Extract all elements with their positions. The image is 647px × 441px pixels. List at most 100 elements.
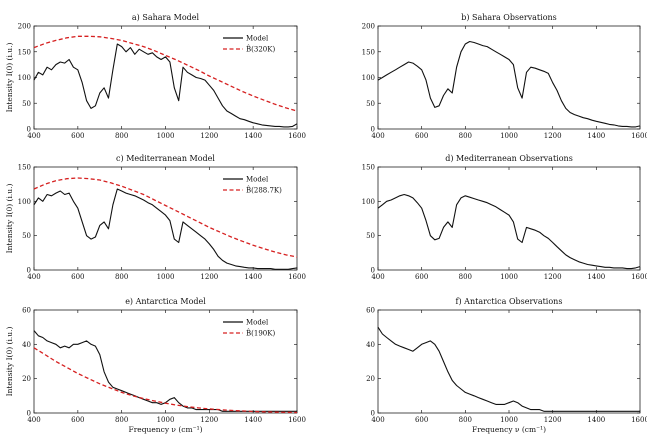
panel-d: d) Mediterranean Observations 400 600 800 10… xyxy=(362,154,647,281)
x-tick-label: 400 xyxy=(27,273,40,281)
x-axis-label: Frequency ν (cm⁻¹) xyxy=(472,425,546,434)
x-tick-label: 800 xyxy=(115,273,128,281)
x-tick-label: 1400 xyxy=(244,132,262,140)
legend: Model B̂(320K) xyxy=(219,30,293,56)
y-tick-label: 100 xyxy=(18,74,31,82)
x-tick-label: 600 xyxy=(71,416,84,424)
x-tick-label: 1600 xyxy=(631,132,647,140)
y-tick-label: 40 xyxy=(366,341,375,349)
x-tick-label: 1400 xyxy=(244,273,262,281)
panel-title: b) Sahara Observations xyxy=(461,13,557,22)
y-tick-label: 40 xyxy=(22,341,31,349)
x-tick-label: 1200 xyxy=(544,132,562,140)
axes-frame xyxy=(377,166,641,271)
x-tick-label: 1000 xyxy=(157,132,175,140)
x-tick-label: 600 xyxy=(71,132,84,140)
x-tick-label: 600 xyxy=(415,273,428,281)
x-tick-label: 1000 xyxy=(500,273,518,281)
x-tick-label: 1000 xyxy=(500,132,518,140)
y-tick-label: 0 xyxy=(371,126,375,134)
y-tick-label: 150 xyxy=(362,164,375,172)
y-tick-label: 150 xyxy=(362,48,375,56)
x-tick-label: 600 xyxy=(415,132,428,140)
axes-frame xyxy=(377,25,641,130)
spectrum-line xyxy=(377,40,641,128)
y-tick-label: 20 xyxy=(22,375,31,383)
y-axis-label: Intensity I(0) (i.u.) xyxy=(5,327,14,397)
spectrum-line xyxy=(377,193,641,270)
legend: Model B̂(190K) xyxy=(219,314,293,340)
legend-label: B̂(288.7K) xyxy=(246,186,282,194)
legend-box xyxy=(219,30,293,56)
legend-label: Model xyxy=(246,35,269,43)
x-tick-label: 1200 xyxy=(544,416,562,424)
x-tick-label: 600 xyxy=(71,273,84,281)
x-tick-label: 1200 xyxy=(200,416,218,424)
x-tick-label: 1600 xyxy=(288,416,306,424)
y-tick-label: 0 xyxy=(371,410,375,418)
planck-curve-line xyxy=(33,347,298,414)
y-tick-label: 50 xyxy=(22,100,31,108)
panel-title: f) Antarctica Observations xyxy=(456,297,563,306)
x-tick-label: 600 xyxy=(415,416,428,424)
legend-label: B̂(320K) xyxy=(246,45,275,53)
spectrum-line xyxy=(33,188,298,270)
x-tick-label: 800 xyxy=(459,416,472,424)
x-tick-label: 800 xyxy=(115,132,128,140)
spectrum-line xyxy=(33,43,298,128)
x-tick-label: 1200 xyxy=(544,273,562,281)
y-tick-label: 200 xyxy=(362,23,375,31)
y-axis-label: Intensity I(0) (i.u.) xyxy=(5,184,14,254)
x-tick-label: 800 xyxy=(459,273,472,281)
legend: Model B̂(288.7K) xyxy=(219,171,293,197)
x-tick-label: 800 xyxy=(115,416,128,424)
y-tick-label: 60 xyxy=(366,307,375,315)
x-tick-label: 400 xyxy=(27,416,40,424)
legend-label: Model xyxy=(246,319,269,327)
legend-box xyxy=(219,314,293,340)
x-axis-label: Frequency ν (cm⁻¹) xyxy=(128,425,202,434)
y-tick-label: 0 xyxy=(371,267,375,275)
panel-title: e) Antarctica Model xyxy=(125,297,206,306)
legend-label: Model xyxy=(246,176,269,184)
y-tick-label: 150 xyxy=(18,164,31,172)
y-tick-label: 150 xyxy=(18,48,31,56)
y-tick-label: 60 xyxy=(22,307,31,315)
y-tick-label: 0 xyxy=(27,267,31,275)
x-tick-label: 1000 xyxy=(500,416,518,424)
y-tick-label: 100 xyxy=(18,198,31,206)
x-tick-label: 1600 xyxy=(631,273,647,281)
x-tick-label: 1200 xyxy=(200,273,218,281)
x-tick-label: 1400 xyxy=(587,273,605,281)
x-tick-label: 1200 xyxy=(200,132,218,140)
x-tick-label: 1400 xyxy=(587,132,605,140)
legend-label: B̂(190K) xyxy=(246,329,275,337)
x-tick-label: 1000 xyxy=(157,273,175,281)
planck-curve-line xyxy=(33,177,298,258)
y-tick-label: 50 xyxy=(22,232,31,240)
y-tick-label: 0 xyxy=(27,410,31,418)
x-tick-label: 400 xyxy=(371,132,384,140)
y-tick-label: 100 xyxy=(362,74,375,82)
y-tick-label: 200 xyxy=(18,23,31,31)
x-tick-label: 400 xyxy=(27,132,40,140)
x-tick-label: 1400 xyxy=(244,416,262,424)
spectrum-line xyxy=(377,326,640,412)
x-tick-label: 800 xyxy=(459,132,472,140)
y-tick-label: 50 xyxy=(366,232,375,240)
x-tick-label: 1600 xyxy=(631,416,647,424)
y-tick-label: 20 xyxy=(366,375,375,383)
panel-title: d) Mediterranean Observations xyxy=(445,154,573,163)
x-tick-label: 1400 xyxy=(587,416,605,424)
legend-box xyxy=(219,171,293,197)
y-tick-label: 0 xyxy=(27,126,31,134)
x-tick-label: 1600 xyxy=(288,273,306,281)
y-axis-label: Intensity I(0) (i.u.) xyxy=(5,43,14,113)
axes-frame xyxy=(377,309,641,414)
x-tick-label: 400 xyxy=(371,273,384,281)
